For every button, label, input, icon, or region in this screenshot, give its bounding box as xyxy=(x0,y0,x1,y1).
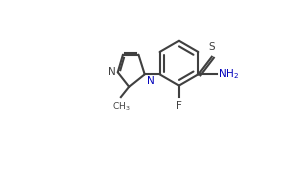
Text: N: N xyxy=(108,67,116,77)
Text: CH$_3$: CH$_3$ xyxy=(111,100,130,113)
Text: N: N xyxy=(147,76,155,86)
Text: NH$_2$: NH$_2$ xyxy=(218,67,239,81)
Text: S: S xyxy=(208,42,215,52)
Text: F: F xyxy=(176,101,182,111)
